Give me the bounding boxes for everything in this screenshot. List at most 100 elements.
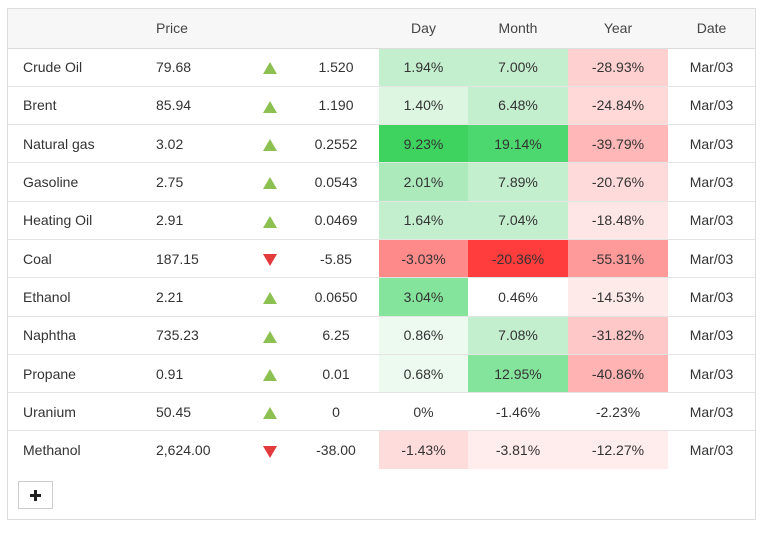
price-cell: 85.94 xyxy=(152,86,247,126)
header-month[interactable]: Month xyxy=(468,9,568,49)
triangle-up-icon xyxy=(263,292,277,305)
triangle-up-icon xyxy=(263,139,277,152)
triangle-up-icon xyxy=(263,330,277,343)
triangle-up-icon xyxy=(263,62,277,75)
date-cell: Mar/03 xyxy=(668,277,755,317)
price-cell: 2.75 xyxy=(152,162,247,202)
table-row[interactable]: Gasoline 2.75 0.0543 2.01% 7.89% -20.76% Mar/0… xyxy=(8,162,755,202)
month-cell: -1.46% xyxy=(468,392,568,432)
change-cell: 0.0650 xyxy=(293,277,379,317)
year-cell: -2.23% xyxy=(568,392,668,432)
table-row[interactable]: Uranium 50.45 0 0% -1.46% -2.23% Mar/03 xyxy=(8,392,755,432)
year-cell: -39.79% xyxy=(568,124,668,164)
table-row[interactable]: Methanol 2,624.00 -38.00 -1.43% -3.81% -12.27… xyxy=(8,430,755,470)
year-cell: -31.82% xyxy=(568,316,668,355)
name-cell: Brent xyxy=(8,86,152,126)
table-body: Crude Oil 79.68 1.520 1.94% 7.00% -28.93% Mar/… xyxy=(8,48,755,470)
year-cell: -18.48% xyxy=(568,201,668,240)
date-cell: Mar/03 xyxy=(668,162,755,202)
day-cell: 1.40% xyxy=(379,86,468,126)
table-row[interactable]: Propane 0.91 0.01 0.68% 12.95% -40.86% Mar/03 xyxy=(8,354,755,394)
direction-cell xyxy=(247,48,293,87)
header-price[interactable]: Price xyxy=(152,9,247,49)
triangle-up-icon xyxy=(263,407,277,420)
change-cell: 6.25 xyxy=(293,316,379,355)
direction-cell xyxy=(247,239,293,279)
month-cell: 7.89% xyxy=(468,162,568,202)
date-cell: Mar/03 xyxy=(668,48,755,87)
date-cell: Mar/03 xyxy=(668,239,755,279)
header-day[interactable]: Day xyxy=(379,9,468,49)
price-cell: 50.45 xyxy=(152,392,247,432)
commodities-grid-panel: Price Day Month Year Date Crude Oil 79.68… xyxy=(7,8,756,520)
name-cell: Propane xyxy=(8,354,152,394)
name-cell: Gasoline xyxy=(8,162,152,202)
month-cell: 19.14% xyxy=(468,124,568,164)
triangle-down-icon xyxy=(263,445,277,458)
month-cell: 6.48% xyxy=(468,86,568,126)
month-cell: 7.00% xyxy=(468,48,568,87)
month-cell: 0.46% xyxy=(468,277,568,317)
table-row[interactable]: Coal 187.15 -5.85 -3.03% -20.36% -55.31% Mar/0… xyxy=(8,239,755,279)
header-change[interactable] xyxy=(293,9,379,49)
day-cell: 0.68% xyxy=(379,354,468,394)
header-name[interactable] xyxy=(8,9,152,49)
direction-cell xyxy=(247,201,293,240)
name-cell: Naphtha xyxy=(8,316,152,355)
month-cell: 7.08% xyxy=(468,316,568,355)
triangle-up-icon xyxy=(263,100,277,113)
date-cell: Mar/03 xyxy=(668,316,755,355)
day-cell: -3.03% xyxy=(379,239,468,279)
day-cell: 1.94% xyxy=(379,48,468,87)
header-row: Price Day Month Year Date xyxy=(8,9,755,49)
price-cell: 0.91 xyxy=(152,354,247,394)
table-row[interactable]: Heating Oil 2.91 0.0469 1.64% 7.04% -18.48% Ma… xyxy=(8,201,755,240)
table-row[interactable]: Crude Oil 79.68 1.520 1.94% 7.00% -28.93% Mar/… xyxy=(8,48,755,87)
table-row[interactable]: Brent 85.94 1.190 1.40% 6.48% -24.84% Mar/03 xyxy=(8,86,755,126)
table-row[interactable]: Natural gas 3.02 0.2552 9.23% 19.14% -39.79% M… xyxy=(8,124,755,164)
name-cell: Ethanol xyxy=(8,277,152,317)
year-cell: -12.27% xyxy=(568,430,668,470)
triangle-up-icon xyxy=(263,177,277,190)
header-year[interactable]: Year xyxy=(568,9,668,49)
day-cell: 9.23% xyxy=(379,124,468,164)
change-cell: 0 xyxy=(293,392,379,432)
price-cell: 3.02 xyxy=(152,124,247,164)
year-cell: -28.93% xyxy=(568,48,668,87)
month-cell: 12.95% xyxy=(468,354,568,394)
direction-cell xyxy=(247,392,293,432)
table-row[interactable]: Ethanol 2.21 0.0650 3.04% 0.46% -14.53% Mar/03 xyxy=(8,277,755,317)
table-row[interactable]: Naphtha 735.23 6.25 0.86% 7.08% -31.82% Mar/03 xyxy=(8,316,755,355)
date-cell: Mar/03 xyxy=(668,86,755,126)
day-cell: -1.43% xyxy=(379,430,468,470)
date-cell: Mar/03 xyxy=(668,392,755,432)
triangle-down-icon xyxy=(263,253,277,266)
triangle-up-icon xyxy=(263,215,277,228)
direction-cell xyxy=(247,124,293,164)
year-cell: -24.84% xyxy=(568,86,668,126)
direction-cell xyxy=(247,316,293,355)
direction-cell xyxy=(247,277,293,317)
price-cell: 79.68 xyxy=(152,48,247,87)
direction-cell xyxy=(247,431,293,469)
change-cell: -38.00 xyxy=(316,442,356,459)
triangle-up-icon xyxy=(263,368,277,381)
price-cell: 187.15 xyxy=(152,239,247,279)
day-cell: 0.86% xyxy=(379,316,468,355)
direction-cell xyxy=(247,162,293,202)
name-cell: Methanol xyxy=(23,442,81,459)
price-cell: 2.91 xyxy=(152,201,247,240)
year-cell: -14.53% xyxy=(568,277,668,317)
month-cell: -20.36% xyxy=(468,239,568,279)
day-cell: 3.04% xyxy=(379,277,468,317)
header-date[interactable]: Date xyxy=(668,9,755,49)
change-cell: 0.0543 xyxy=(293,162,379,202)
add-row-button[interactable] xyxy=(18,481,53,509)
direction-cell xyxy=(247,354,293,394)
year-cell: -20.76% xyxy=(568,162,668,202)
header-direction[interactable] xyxy=(247,9,293,49)
day-cell: 2.01% xyxy=(379,162,468,202)
price-cell: 2,624.00 xyxy=(156,442,211,459)
name-cell: Uranium xyxy=(8,392,152,432)
date-cell: Mar/03 xyxy=(668,201,755,240)
